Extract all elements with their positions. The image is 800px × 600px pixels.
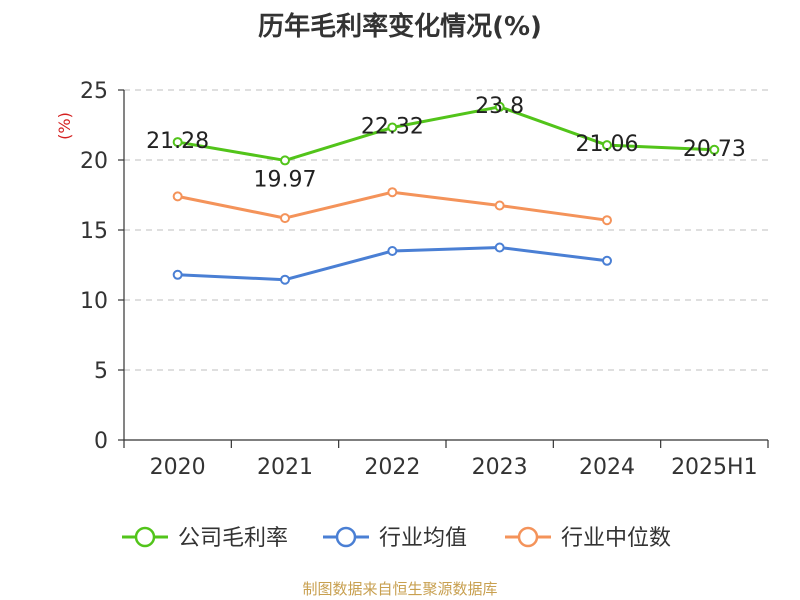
legend-label-1: 公司毛利率 <box>178 526 288 551</box>
data-label: 19.97 <box>254 167 317 192</box>
series-line-1 <box>177 105 715 162</box>
legend-marker-3 <box>517 526 539 548</box>
x-tick-label: 2024 <box>579 455 635 480</box>
y-axis-label: (%) <box>55 112 74 140</box>
y-tick-label: 0 <box>94 429 108 454</box>
data-point <box>494 242 505 253</box>
data-point <box>172 137 183 148</box>
source-note: 制图数据来自恒生聚源数据库 <box>302 580 498 598</box>
data-point <box>387 122 398 133</box>
axes: 0 5 10 15 20 25 2020 2021 2022 2023 2024 2025H1 (%) <box>55 79 769 480</box>
data-label: 23.8 <box>475 94 524 119</box>
y-tick-label: 5 <box>94 359 108 384</box>
data-point <box>280 274 290 285</box>
legend-marker-1 <box>134 526 156 548</box>
data-point <box>387 246 398 256</box>
data-point <box>172 191 183 202</box>
data-labels: 21.28 19.97 22.32 23.8 21.06 20.73 <box>146 94 746 193</box>
data-point <box>494 101 505 112</box>
chart-title: 历年毛利率变化情况(%) <box>258 12 542 42</box>
legend-label-2: 行业均值 <box>379 526 467 551</box>
y-tick-label: 20 <box>80 149 108 174</box>
grid-lines <box>124 89 768 371</box>
data-point <box>387 187 398 198</box>
data-point <box>602 215 612 226</box>
y-tick-label: 10 <box>80 289 108 314</box>
legend-label-3: 行业中位数 <box>561 526 671 551</box>
x-tick-label: 2023 <box>472 455 528 480</box>
data-point <box>280 155 290 166</box>
y-tick-label: 25 <box>80 79 108 104</box>
y-tick-label: 15 <box>80 219 108 244</box>
data-label: 20.73 <box>683 137 746 162</box>
x-tick-label: 2020 <box>150 455 206 480</box>
data-point <box>602 255 612 266</box>
data-point <box>494 200 505 211</box>
series-group <box>172 101 720 285</box>
data-point <box>602 140 612 151</box>
x-tick-label: 2021 <box>257 455 313 480</box>
legend: 公司毛利率 行业均值 行业中位数 <box>122 526 671 551</box>
data-point <box>280 213 290 224</box>
data-point <box>709 144 720 155</box>
x-tick-label: 2022 <box>364 455 420 480</box>
data-label: 21.28 <box>146 129 209 154</box>
data-label: 22.32 <box>361 115 424 140</box>
data-point <box>172 269 183 280</box>
x-tick-label: 2025H1 <box>671 455 758 480</box>
data-label: 21.06 <box>576 132 639 157</box>
legend-marker-2 <box>335 526 357 548</box>
